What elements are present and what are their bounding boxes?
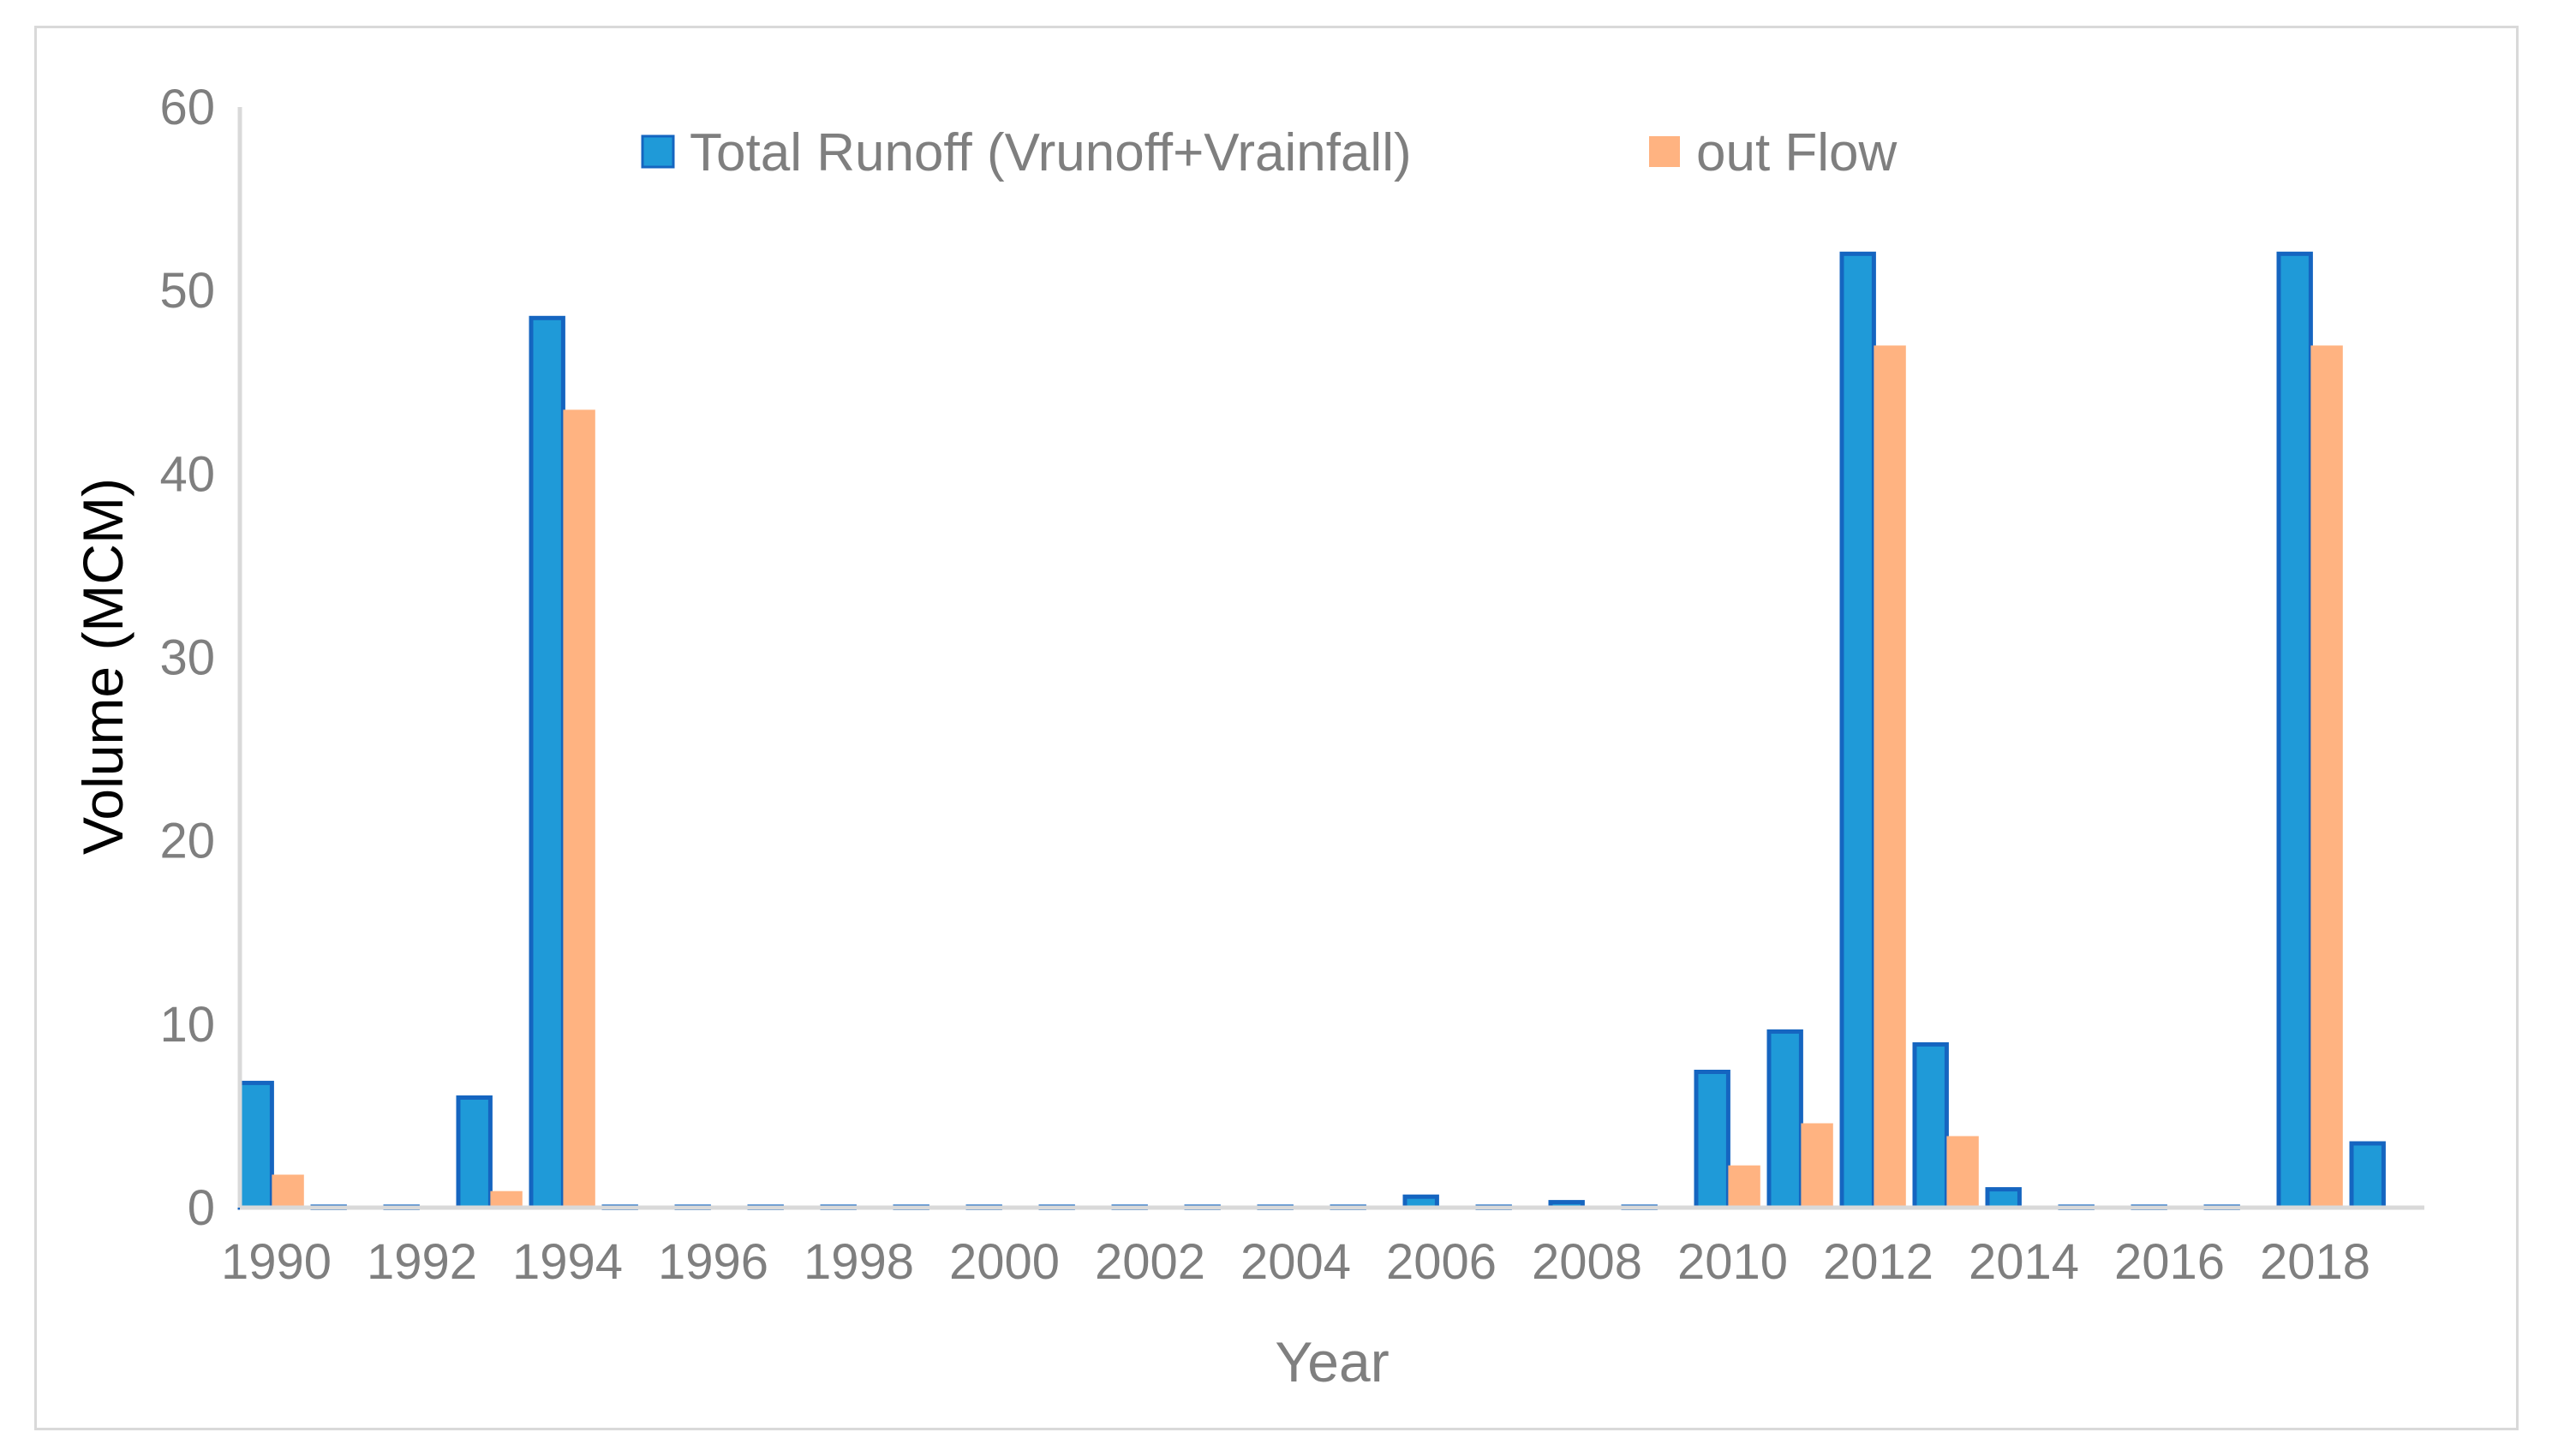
- bar-total-runoff-2019: [2349, 1141, 2386, 1210]
- y-tick-label: 50: [159, 263, 215, 319]
- bar-total-runoff-2014: [1985, 1187, 2022, 1210]
- bar-out-flow-1994: [563, 409, 595, 1208]
- y-tick-label: 60: [159, 80, 215, 135]
- x-tick-label: 1994: [512, 1234, 623, 1290]
- legend-swatch-total-runoff: [641, 134, 675, 169]
- legend-swatch-out-flow: [1649, 136, 1680, 167]
- bar-out-flow-1993: [490, 1190, 523, 1208]
- bar-out-flow-2018: [2310, 345, 2343, 1208]
- x-tick-label: 2004: [1240, 1234, 1351, 1290]
- x-tick-label: 2008: [1532, 1234, 1642, 1290]
- y-tick-label: 10: [159, 997, 215, 1053]
- bar-total-runoff-2010: [1694, 1070, 1730, 1210]
- x-tick-label: 2002: [1095, 1234, 1205, 1290]
- x-tick-label: 1998: [804, 1234, 914, 1290]
- x-tick-label: 2012: [1823, 1234, 1933, 1290]
- x-tick-label: 2010: [1677, 1234, 1788, 1290]
- bar-out-flow-2010: [1728, 1165, 1760, 1208]
- x-axis-title: Year: [1275, 1330, 1389, 1393]
- bar-total-runoff-1990: [237, 1080, 274, 1210]
- legend: Total Runoff (Vrunoff+Vrainfall) out Flo…: [641, 123, 1898, 182]
- bar-total-runoff-2013: [1912, 1041, 1949, 1210]
- x-tick-label: 1990: [221, 1234, 332, 1290]
- y-axis-title: Volume (MCM): [71, 478, 134, 855]
- bar-total-runoff-1993: [456, 1095, 493, 1210]
- bar-total-runoff-2012: [1839, 251, 1876, 1210]
- x-tick-label: 2014: [1969, 1234, 2079, 1290]
- bars-layer: [237, 251, 2386, 1210]
- bar-out-flow-2011: [1801, 1123, 1833, 1208]
- x-tick-label: 2000: [949, 1234, 1060, 1290]
- y-tick-label: 40: [159, 446, 215, 502]
- bar-total-runoff-2018: [2276, 251, 2313, 1210]
- y-tick-label: 30: [159, 630, 215, 686]
- x-tick-label: 2018: [2260, 1234, 2370, 1290]
- bar-total-runoff-2011: [1766, 1029, 1803, 1210]
- bar-out-flow-2012: [1874, 345, 1906, 1208]
- bar-out-flow-2013: [1946, 1136, 1979, 1208]
- y-tick-label: 20: [159, 814, 215, 869]
- bar-total-runoff-1994: [529, 315, 565, 1210]
- bar-out-flow-1990: [272, 1174, 304, 1208]
- x-tick-label: 1996: [658, 1234, 768, 1290]
- x-tick-labels: 1990 1992 1994 1996 1998 2000 2002 2004 2006 2008…: [221, 1234, 2370, 1290]
- y-tick-labels: 0 10 20 30 40 50 60: [159, 80, 215, 1236]
- chart-frame: 0 10 20 30 40 50 60 1990 1992 1994 1996 1998 2000 20…: [34, 26, 2519, 1430]
- x-tick-label: 2006: [1386, 1234, 1497, 1290]
- x-tick-label: 1992: [367, 1234, 477, 1290]
- legend-label-out-flow: out Flow: [1696, 123, 1898, 182]
- legend-label-total-runoff: Total Runoff (Vrunoff+Vrainfall): [690, 123, 1412, 182]
- y-tick-label: 0: [188, 1180, 215, 1236]
- x-tick-label: 2016: [2114, 1234, 2225, 1290]
- bar-chart: 0 10 20 30 40 50 60 1990 1992 1994 1996 1998 2000 20…: [71, 80, 2424, 1393]
